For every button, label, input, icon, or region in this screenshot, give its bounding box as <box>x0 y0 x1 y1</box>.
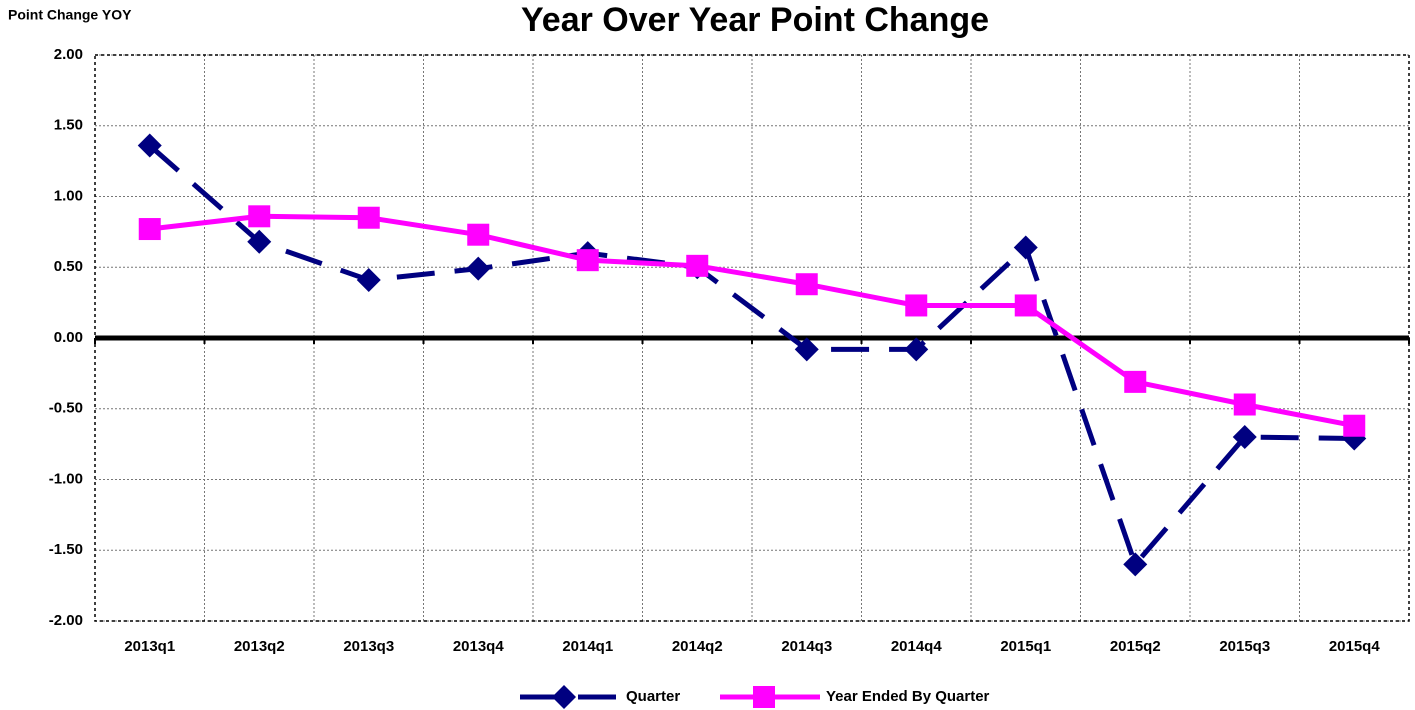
y-tick-label: 1.50 <box>54 117 83 134</box>
series-line <box>149 213 1355 429</box>
y-tick-label: 1.00 <box>54 187 83 204</box>
legend-label: Year Ended By Quarter <box>826 688 990 705</box>
x-tick-label: 2014q1 <box>562 638 613 655</box>
x-tick-label: 2015q2 <box>1110 638 1161 655</box>
data-point <box>357 206 380 229</box>
y-tick-label: -2.00 <box>49 612 83 629</box>
data-point <box>1124 370 1147 393</box>
data-point <box>576 249 599 272</box>
series-line <box>148 143 1355 570</box>
y-tick-label: -0.50 <box>49 400 83 417</box>
x-tick-label: 2013q1 <box>124 638 175 655</box>
data-point <box>1232 425 1257 450</box>
y-tick-label: -1.00 <box>49 470 83 487</box>
data-point <box>794 337 819 362</box>
data-point <box>248 205 271 228</box>
y-tick-label: 0.50 <box>54 258 83 275</box>
x-tick-label: 2015q1 <box>1000 638 1051 655</box>
data-point <box>1123 552 1148 577</box>
x-tick-label: 2014q2 <box>672 638 723 655</box>
data-point <box>552 685 576 709</box>
data-point <box>247 229 272 254</box>
chart-title: Year Over Year Point Change <box>521 1 989 39</box>
data-point <box>466 256 491 281</box>
data-point <box>138 218 161 241</box>
data-point <box>356 267 381 292</box>
y-axis-label: Point Change YOY <box>8 7 132 23</box>
data-point <box>795 273 818 296</box>
data-point <box>1014 294 1037 317</box>
data-point <box>1013 235 1038 260</box>
data-point <box>753 686 775 708</box>
data-point <box>1343 414 1366 437</box>
data-point <box>137 133 162 158</box>
data-point <box>467 223 490 246</box>
x-tick-label: 2015q4 <box>1329 638 1381 655</box>
data-point <box>1233 393 1256 416</box>
y-tick-label: -1.50 <box>49 541 83 558</box>
x-tick-label: 2013q2 <box>234 638 285 655</box>
y-tick-label: 0.00 <box>54 329 83 346</box>
data-point <box>686 254 709 277</box>
x-tick-label: 2013q4 <box>453 638 505 655</box>
y-tick-label: 2.00 <box>54 46 83 63</box>
x-tick-label: 2013q3 <box>343 638 394 655</box>
data-point <box>904 337 929 362</box>
x-tick-label: 2015q3 <box>1219 638 1270 655</box>
legend-label: Quarter <box>626 688 680 705</box>
x-tick-label: 2014q3 <box>781 638 832 655</box>
x-tick-label: 2014q4 <box>891 638 943 655</box>
data-point <box>905 294 928 317</box>
